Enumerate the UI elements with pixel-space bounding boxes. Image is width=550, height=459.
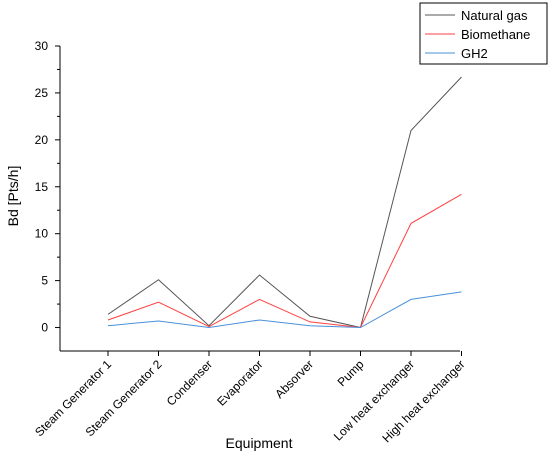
legend: Natural gas Biomethane GH2 <box>419 2 548 65</box>
x-tick-label: Pump <box>335 357 367 389</box>
y-tick-label: 15 <box>35 180 49 194</box>
y-tick-label: 0 <box>41 321 48 335</box>
x-tick-label: Evaporator <box>214 357 265 408</box>
series-line-natural-gas <box>107 76 462 329</box>
series-line-gh2 <box>107 291 462 329</box>
legend-label: Natural gas <box>461 8 528 23</box>
y-tick-label: 10 <box>35 227 49 241</box>
y-axis-title: Bd [Pts/h] <box>5 166 21 227</box>
series-line-biomethane <box>107 193 462 329</box>
y-tick-label: 5 <box>41 274 48 288</box>
legend-label: GH2 <box>461 46 488 61</box>
y-tick-label: 25 <box>35 86 49 100</box>
legend-label: Biomethane <box>461 27 530 42</box>
x-axis-title: Equipment <box>226 435 293 451</box>
x-tick-label: Absorver <box>272 357 316 401</box>
y-tick-label: 20 <box>35 133 49 147</box>
y-ticks: 0 5 10 15 20 25 30 <box>35 39 60 335</box>
series-lines <box>107 76 462 329</box>
y-tick-label: 30 <box>35 39 49 53</box>
x-tick-label: Condenser <box>164 357 215 408</box>
